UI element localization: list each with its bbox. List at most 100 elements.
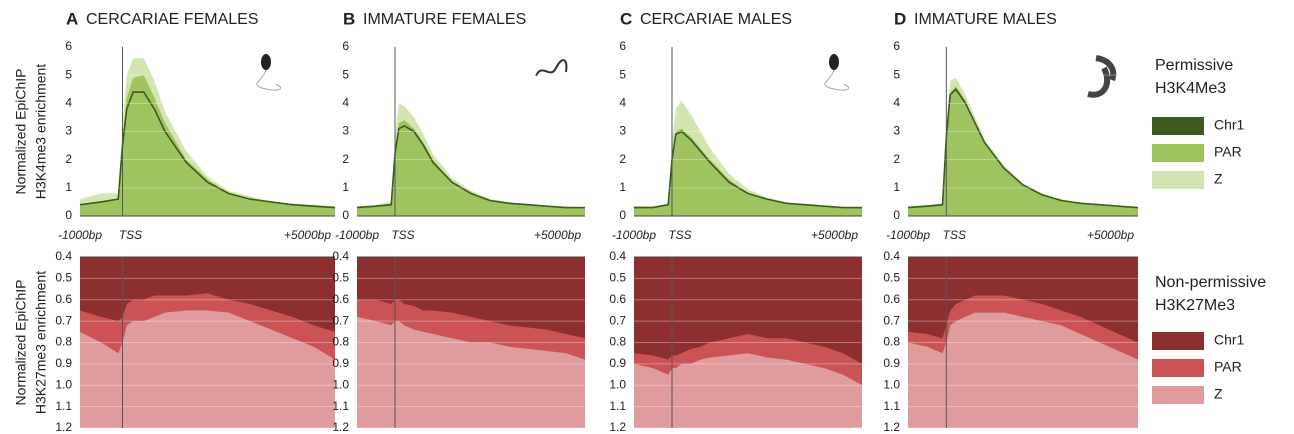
y-tick-label: 3	[619, 124, 626, 138]
y-tick-label: 1.2	[609, 420, 626, 434]
y-tick-label: 1.0	[332, 377, 349, 391]
y-tick-label: 0.6	[332, 292, 349, 306]
y-tick-label: 5	[342, 67, 349, 81]
y-tick-label: 0.8	[609, 335, 626, 349]
y-tick-label: 1	[342, 180, 349, 194]
y-tick-label: 2	[893, 152, 900, 166]
x-tick-label: -1000bp	[58, 228, 102, 242]
y-tick-label: 5	[893, 67, 900, 81]
y-tick-label: 6	[342, 39, 349, 53]
y-tick-label: 4	[65, 96, 72, 110]
x-tick-label: -1000bp	[886, 228, 930, 242]
y-tick-label: 0	[893, 208, 900, 222]
y-tick-label: 1.1	[55, 399, 72, 413]
y-tick-label: 4	[619, 96, 626, 110]
area	[80, 257, 335, 332]
x-tick-label: TSS	[391, 228, 414, 242]
y-tick-label: 1.1	[609, 399, 626, 413]
legend-label: PAR	[1214, 144, 1242, 160]
y-tick-label: 0.5	[609, 271, 626, 285]
y-tick-label: 0.5	[55, 271, 72, 285]
y-tick-label: 0.5	[332, 271, 349, 285]
area	[357, 257, 585, 339]
y-tick-label: 0.8	[883, 335, 900, 349]
legend-label: PAR	[1214, 359, 1242, 375]
y-axis-label: H3K4me3 enrichment	[33, 64, 49, 200]
legend-swatch	[1152, 386, 1204, 404]
line	[907, 88, 1139, 209]
y-tick-label: 0	[619, 208, 626, 222]
y-tick-label: 1.0	[55, 377, 72, 391]
area	[357, 120, 585, 216]
y-tick-label: 0.7	[55, 313, 72, 327]
area	[908, 86, 1138, 216]
legend-title: H3K27Me3	[1155, 297, 1235, 314]
area	[908, 257, 1138, 343]
y-tick-label: 0.6	[883, 292, 900, 306]
y-tick-label: 2	[65, 152, 72, 166]
y-tick-label: 0.9	[55, 356, 72, 370]
y-tick-label: 6	[893, 39, 900, 53]
line	[79, 91, 336, 209]
area	[634, 128, 862, 216]
x-tick-label: +5000bp	[811, 228, 858, 242]
y-tick-label: 0.9	[332, 356, 349, 370]
panel-letter: B	[343, 9, 355, 28]
y-tick-label: 3	[65, 124, 72, 138]
panel-title: IMMATURE MALES	[914, 11, 1057, 28]
organism-icons	[256, 54, 1117, 98]
line	[356, 124, 585, 209]
y-tick-label: 4	[342, 96, 349, 110]
panel-title: CERCARIAE FEMALES	[86, 11, 258, 28]
y-tick-label: 0.9	[883, 356, 900, 370]
legend-swatch	[1152, 171, 1204, 189]
y-tick-label: 1	[893, 180, 900, 194]
y-tick-label: 0	[65, 208, 72, 222]
y-tick-label: 0.8	[332, 335, 349, 349]
x-tick-label: +5000bp	[1087, 228, 1134, 242]
legend-title: Non-permissive	[1155, 274, 1266, 291]
y-tick-label: 0.4	[609, 249, 626, 263]
legend-swatch	[1152, 117, 1204, 135]
x-tick-label: TSS	[119, 228, 142, 242]
y-tick-label: 1	[65, 180, 72, 194]
legend-label: Z	[1214, 171, 1223, 187]
legend-title: Permissive	[1155, 57, 1233, 74]
y-tick-label: 0.4	[332, 249, 349, 263]
legend-swatch	[1152, 332, 1204, 350]
y-tick-label: 1.0	[609, 377, 626, 391]
area	[80, 75, 335, 217]
y-tick-label: 0.7	[883, 313, 900, 327]
x-tick-label: TSS	[943, 228, 966, 242]
x-tick-label: -1000bp	[612, 228, 656, 242]
y-tick-label: 1.1	[883, 399, 900, 413]
y-tick-label: 1.2	[55, 420, 72, 434]
y-tick-label: 0.4	[55, 249, 72, 263]
x-tick-label: TSS	[668, 228, 691, 242]
y-tick-label: 2	[619, 152, 626, 166]
x-tick-label: +5000bp	[284, 228, 331, 242]
y-tick-label: 5	[65, 67, 72, 81]
y-tick-label: 6	[65, 39, 72, 53]
legend-title: H3K4Me3	[1155, 80, 1226, 97]
y-tick-label: 6	[619, 39, 626, 53]
y-tick-label: 1.1	[332, 399, 349, 413]
y-tick-label: 0.6	[55, 292, 72, 306]
y-tick-label: 1.0	[883, 377, 900, 391]
y-tick-label: 0.6	[609, 292, 626, 306]
y-tick-label: 1.2	[883, 420, 900, 434]
panel-title: CERCARIAE MALES	[640, 11, 792, 28]
y-tick-label: 2	[342, 152, 349, 166]
y-tick-label: 1.2	[332, 420, 349, 434]
y-axis-label: Normalized EpiChIP	[13, 68, 29, 194]
y-tick-label: 0.9	[609, 356, 626, 370]
x-tick-label: +5000bp	[534, 228, 581, 242]
legend-label: Z	[1214, 386, 1223, 402]
y-tick-label: 3	[893, 124, 900, 138]
y-tick-label: 0	[342, 208, 349, 222]
y-tick-label: 0.7	[332, 313, 349, 327]
area	[634, 257, 862, 364]
legend-swatch	[1152, 359, 1204, 377]
x-tick-label: -1000bp	[335, 228, 379, 242]
